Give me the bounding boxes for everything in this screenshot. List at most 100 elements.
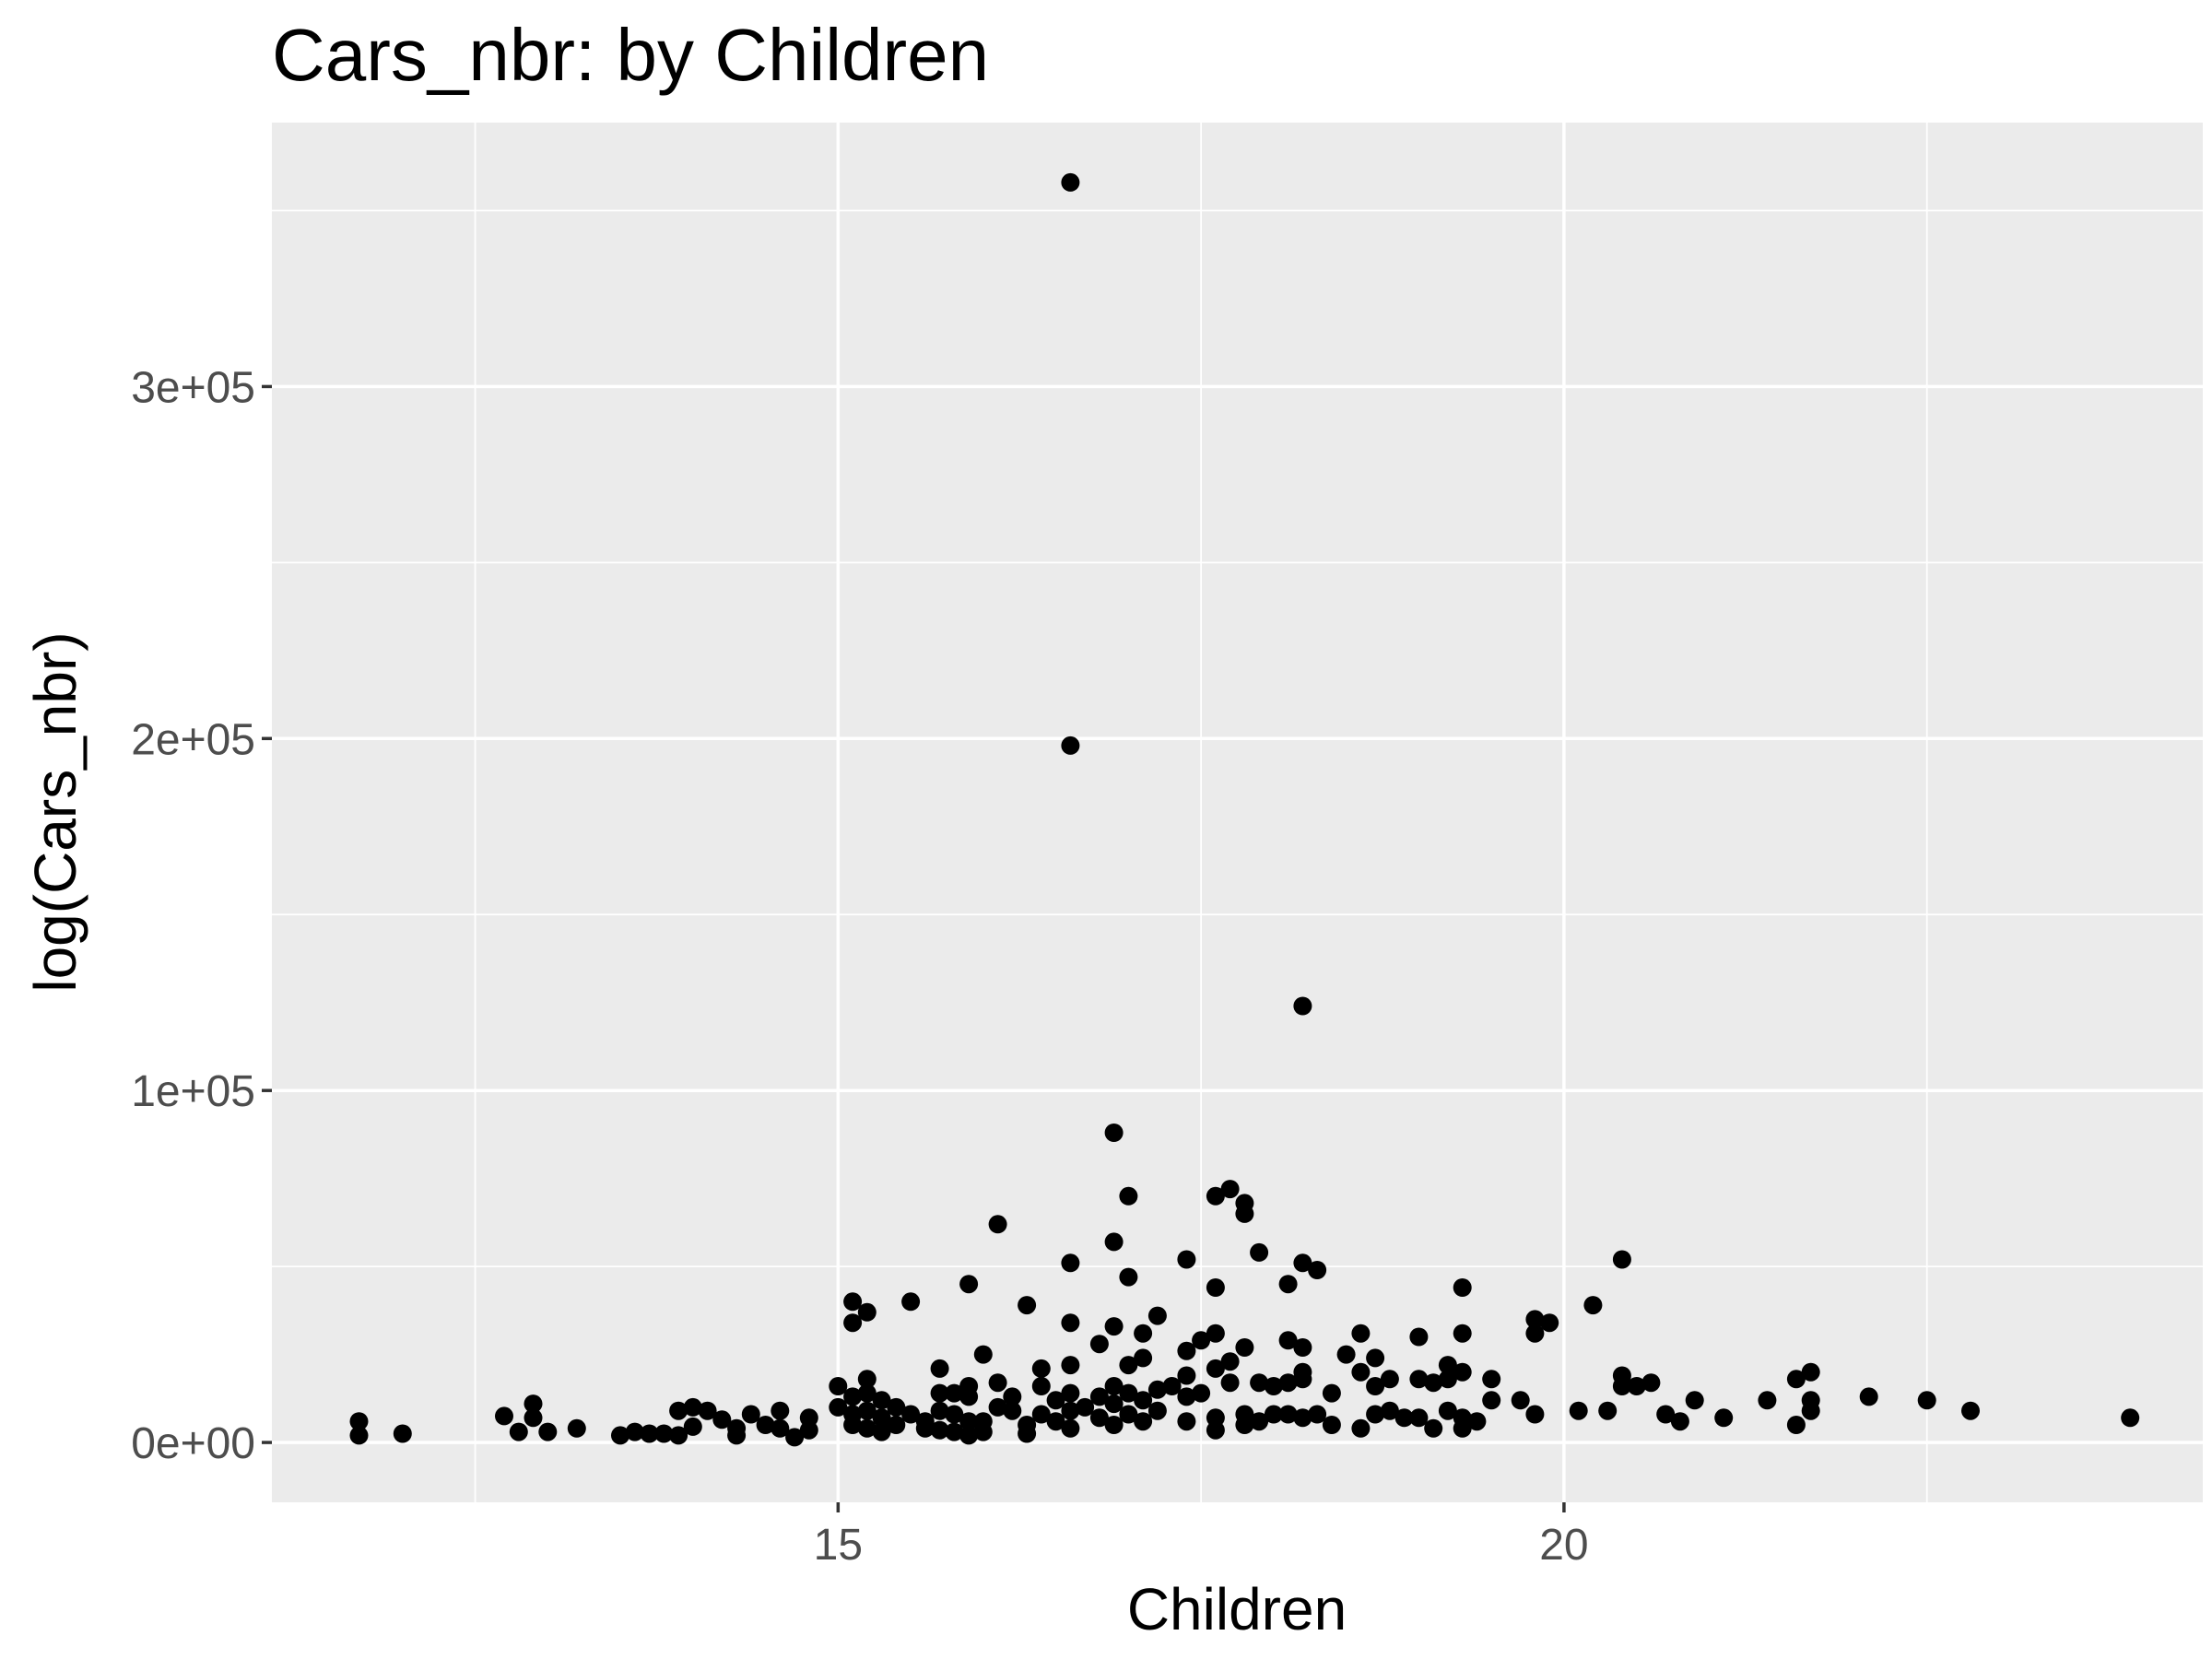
data-point [1366, 1377, 1385, 1395]
data-point [1293, 1408, 1312, 1428]
data-point [1351, 1418, 1371, 1438]
data-point [524, 1408, 543, 1428]
data-point [973, 1345, 993, 1364]
data-point [1046, 1391, 1065, 1410]
data-point [1569, 1401, 1588, 1420]
data-point [1134, 1412, 1153, 1431]
data-point [1206, 1278, 1225, 1297]
data-point [1583, 1296, 1603, 1315]
data-point [1714, 1408, 1734, 1428]
data-point [872, 1391, 891, 1410]
data-point [1104, 1416, 1124, 1434]
data-point [959, 1275, 979, 1294]
data-point [1409, 1370, 1429, 1389]
data-point [509, 1422, 528, 1441]
data-point [1104, 1232, 1124, 1252]
data-point [1293, 996, 1312, 1016]
data-point [1076, 1397, 1095, 1417]
data-point [1293, 1338, 1312, 1357]
data-point [785, 1428, 805, 1447]
data-point [1192, 1331, 1211, 1350]
data-point [1061, 1383, 1080, 1403]
data-point [959, 1426, 979, 1445]
data-point [1235, 1416, 1254, 1434]
y-tick-label: 1e+05 [131, 1067, 255, 1116]
data-point [901, 1405, 921, 1424]
data-point [1525, 1324, 1545, 1343]
data-point [959, 1387, 979, 1406]
data-point [1670, 1412, 1689, 1431]
data-point [1061, 1418, 1080, 1438]
data-point [973, 1422, 993, 1441]
data-point [843, 1416, 863, 1434]
data-point [1206, 1186, 1225, 1206]
data-point [669, 1426, 688, 1445]
major-gridlines [272, 123, 2203, 1502]
y-axis-title: log(Cars_nbr) [22, 631, 88, 992]
data-point [1104, 1394, 1124, 1414]
data-point [1003, 1401, 1022, 1420]
data-point [567, 1418, 586, 1438]
data-point [1859, 1387, 1878, 1406]
data-point [1322, 1416, 1341, 1434]
data-point [1366, 1405, 1385, 1424]
data-point [887, 1397, 906, 1417]
data-point [1192, 1383, 1211, 1403]
data-point [669, 1401, 688, 1420]
data-point [1177, 1412, 1196, 1431]
data-point [1147, 1306, 1167, 1325]
data-point [698, 1401, 717, 1420]
minor-gridlines [272, 123, 2203, 1502]
data-point [799, 1420, 818, 1440]
data-point [1453, 1278, 1472, 1297]
data-point [1104, 1124, 1124, 1142]
data-point [771, 1401, 790, 1420]
x-tick-label: 15 [814, 1521, 863, 1570]
data-point [988, 1215, 1007, 1234]
data-point [1511, 1391, 1530, 1410]
data-point [930, 1401, 949, 1420]
data-point [857, 1370, 877, 1389]
data-point [1134, 1324, 1153, 1343]
data-point [1278, 1373, 1298, 1393]
data-point [843, 1313, 863, 1333]
data-point [1424, 1418, 1443, 1438]
data-point [495, 1406, 513, 1426]
data-point [1627, 1377, 1646, 1395]
data-point [1453, 1418, 1472, 1438]
data-point [2121, 1408, 2140, 1428]
data-point [1031, 1377, 1051, 1395]
data-point [1380, 1401, 1399, 1420]
data-point [1278, 1331, 1298, 1350]
data-point [1308, 1261, 1327, 1279]
data-point [538, 1422, 558, 1441]
data-point [1061, 1253, 1080, 1273]
data-point [1250, 1412, 1269, 1431]
data-point [1250, 1373, 1269, 1393]
x-axis-title: Children [1127, 1576, 1347, 1642]
data-point [945, 1422, 964, 1441]
data-point [1961, 1401, 1980, 1420]
data-point [1177, 1366, 1196, 1385]
data-point [829, 1377, 848, 1395]
data-point [1089, 1387, 1109, 1406]
data-point [1119, 1405, 1138, 1424]
data-point [1351, 1362, 1371, 1382]
data-point [930, 1420, 949, 1440]
data-point [1177, 1341, 1196, 1360]
data-point [857, 1401, 877, 1420]
data-point [1031, 1359, 1051, 1378]
data-point [1206, 1359, 1225, 1378]
data-point [1366, 1348, 1385, 1368]
x-axis: 15 20 [814, 1502, 1589, 1570]
data-point [829, 1397, 848, 1417]
data-point [741, 1405, 760, 1424]
y-tick-label: 2e+05 [131, 715, 255, 764]
data-point [1089, 1408, 1109, 1428]
data-point [1424, 1373, 1443, 1393]
data-point [1438, 1401, 1457, 1420]
data-point [1278, 1275, 1298, 1294]
data-point [872, 1408, 891, 1428]
data-point [1134, 1348, 1153, 1368]
data-point [1061, 1401, 1080, 1420]
